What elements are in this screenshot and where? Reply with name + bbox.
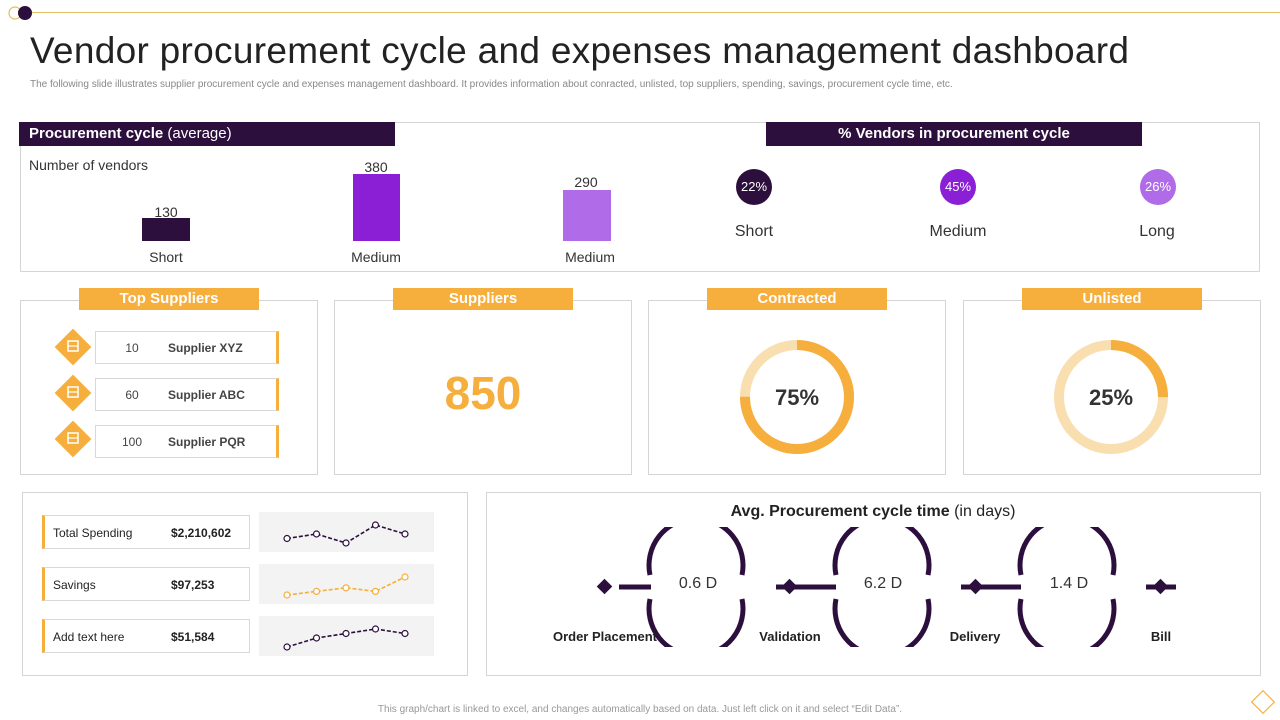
savings-box: Savings $97,253 [42,567,250,601]
sparkline-point [342,539,350,547]
stage-marker [1152,578,1169,595]
supplier-row: 10 Supplier XYZ [95,331,279,364]
vendor-label-short: Short [734,223,774,240]
days-validation-delivery: 6.2 D [863,575,903,592]
stat-label: Savings [53,578,96,592]
vendors-pct-header: % Vendors in procurement cycle [766,122,1142,146]
bar-short [142,218,190,241]
sparkline-point [342,629,350,638]
sparkline-point [371,521,380,529]
page-title: Vendor procurement cycle and expenses ma… [30,30,1130,71]
supplier-name: Supplier ABC [168,388,245,402]
spending-sparkline [259,512,434,552]
bar-value-medium-2: 290 [574,174,598,190]
sparkline-point [371,625,380,633]
cycle-time-panel [486,492,1261,676]
stage-marker [596,578,613,595]
vendor-label-long: Long [1139,223,1175,240]
sparkline-point [283,534,291,543]
sparkline-point [283,643,291,651]
unlisted-donut [1054,340,1168,454]
vendor-pct-long: 26% [1140,169,1176,205]
custom-stat-box: Add text here $51,584 [42,619,250,653]
stage-marker [781,578,798,595]
cycle-time-title-bold: Avg. Procurement cycle time [730,503,950,520]
sparkline-point [312,530,321,538]
axis-label: Number of vendors [29,157,149,173]
top-divider [30,12,1280,13]
box-icon [67,432,79,444]
procurement-cycle-header-bold: Procurement cycle [29,125,164,142]
total-spending-box: Total Spending $2,210,602 [42,515,250,549]
supplier-name: Supplier PQR [168,435,246,449]
stage-bill: Bill [1150,629,1172,644]
bar-medium-2 [563,190,611,241]
cycle-flow-diagram [596,527,1176,647]
bar-value-medium-1: 380 [364,159,388,175]
unlisted-value: 25% [1088,385,1134,410]
stat-label: Total Spending [53,526,133,540]
procurement-cycle-header: Procurement cycle (average) [19,122,395,146]
suppliers-header: Suppliers [393,288,573,310]
days-order-validation: 0.6 D [678,575,718,592]
procurement-cycle-header-rest: (average) [163,125,232,142]
sparkline-point [371,587,380,595]
suppliers-panel [334,300,632,475]
bar-medium-1 [353,174,400,241]
supplier-count: 10 [125,341,139,355]
stage-marker [967,578,984,595]
stat-value: $2,210,602 [171,526,232,540]
custom-sparkline [259,616,434,656]
supplier-count: 100 [121,435,143,449]
stage-delivery: Delivery [949,629,1001,644]
contracted-donut [740,340,854,454]
top-suppliers-header: Top Suppliers [79,288,259,310]
stage-validation: Validation [759,629,821,644]
sparkline-point [401,629,409,638]
unlisted-arc [1054,340,1168,454]
bar-label-medium-2: Medium [565,249,615,265]
decorative-dots-icon [8,6,32,20]
page-subtitle: The following slide illustrates supplier… [30,79,953,90]
vendor-pct-short: 22% [736,169,772,205]
stat-value: $51,584 [171,630,215,644]
cycle-time-title: Avg. Procurement cycle time (in days) [486,503,1260,521]
stage-order-placement: Order Placement [552,629,658,644]
bar-label-short: Short [149,249,183,265]
stat-label: Add text here [53,630,125,644]
box-icon [67,340,79,352]
sparkline-point [312,587,321,595]
sparkline-point [283,591,291,599]
supplier-name: Supplier XYZ [168,341,243,355]
supplier-row: 60 Supplier ABC [95,378,279,411]
savings-sparkline [259,564,434,604]
cycle-time-title-rest: (in days) [949,503,1016,520]
days-delivery-bill: 1.4 D [1049,575,1089,592]
sparkline-point [312,634,321,642]
contracted-header: Contracted [707,288,887,310]
unlisted-header: Unlisted [1022,288,1202,310]
stat-value: $97,253 [171,578,215,592]
procurement-cycle-panel [20,122,1260,272]
bar-label-medium-1: Medium [351,249,401,265]
footer-note: This graph/chart is linked to excel, and… [377,704,903,715]
supplier-row: 100 Supplier PQR [95,425,279,458]
vendor-label-medium: Medium [929,223,987,240]
sparkline-point [342,584,350,592]
contracted-value: 75% [774,385,820,410]
suppliers-count: 850 [444,367,522,419]
sparkline-point [401,573,409,581]
corner-diamond-icon [1250,689,1276,715]
box-icon [67,386,79,398]
bar-value-short: 130 [154,204,178,220]
vendor-pct-medium: 45% [940,169,976,205]
sparkline-path [286,576,406,596]
contracted-arc [740,340,854,454]
sparkline-point [401,530,409,538]
supplier-count: 60 [125,388,139,402]
